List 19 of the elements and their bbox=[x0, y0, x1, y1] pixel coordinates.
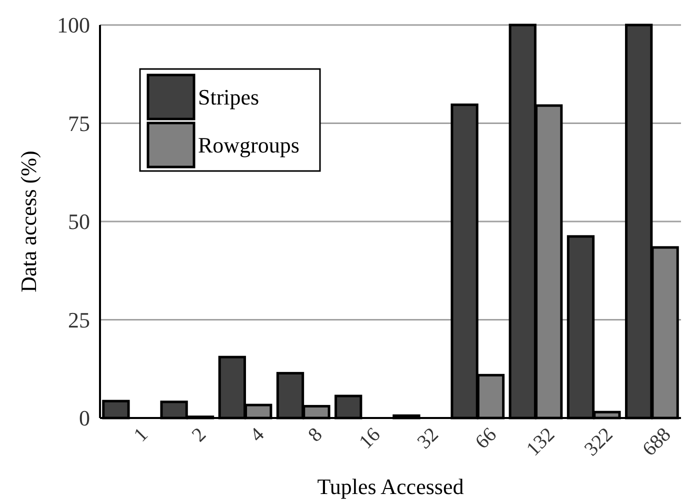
y-tick-label: 50 bbox=[68, 209, 90, 234]
y-tick-label: 75 bbox=[68, 110, 90, 136]
legend-label: Rowgroups bbox=[198, 132, 300, 158]
x-tick-label: 32 bbox=[413, 424, 443, 454]
y-axis-title: Data access (%) bbox=[16, 150, 41, 292]
y-tick-label: 0 bbox=[79, 406, 90, 431]
x-axis-title: Tuples Accessed bbox=[317, 474, 464, 499]
x-tick-label: 2 bbox=[188, 424, 210, 446]
x-tick-label: 16 bbox=[355, 424, 385, 454]
x-tick-label: 322 bbox=[580, 424, 618, 460]
legend-label: Stripes bbox=[198, 84, 260, 110]
y-tick-label: 100 bbox=[57, 12, 90, 38]
y-tick-label: 25 bbox=[68, 307, 90, 332]
x-tick-label: 66 bbox=[471, 424, 501, 454]
x-tick-label: 688 bbox=[638, 424, 676, 460]
x-tick-label: 1 bbox=[130, 424, 152, 446]
x-tick-label: 4 bbox=[246, 424, 269, 446]
x-tick-label: 8 bbox=[304, 424, 327, 446]
x-tick-label: 132 bbox=[522, 424, 560, 460]
